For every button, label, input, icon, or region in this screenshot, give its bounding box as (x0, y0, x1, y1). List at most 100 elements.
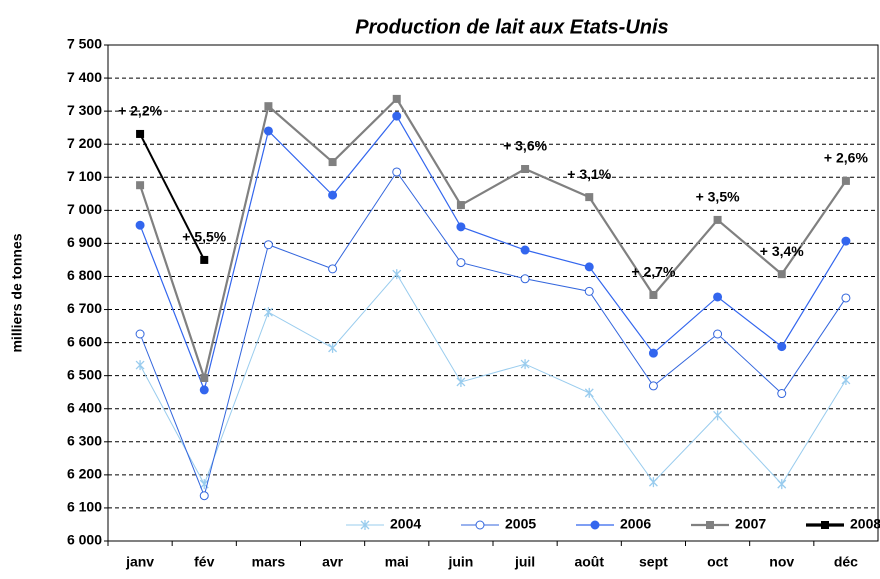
y-tick-label: 6 600 (67, 333, 102, 349)
marker (136, 181, 145, 190)
marker (649, 290, 658, 299)
marker (263, 126, 273, 136)
y-axis-label: milliers de tonnes (9, 233, 25, 352)
y-tick-label: 6 100 (67, 499, 102, 515)
marker (521, 165, 530, 173)
x-tick-label: juin (447, 554, 473, 570)
y-tick-label: 6 300 (67, 433, 102, 449)
y-tick-label: 6 000 (67, 532, 102, 548)
x-tick-label: mai (385, 554, 409, 570)
marker (200, 373, 209, 382)
series-line (139, 273, 847, 486)
x-tick-label: nov (769, 554, 794, 570)
y-tick-label: 6 200 (67, 466, 102, 482)
marker (648, 381, 658, 391)
legend-label: 2007 (735, 516, 766, 532)
y-tick-label: 6 900 (67, 234, 102, 250)
marker (841, 374, 851, 385)
plot-border (107, 44, 879, 542)
y-tick-label: 6 500 (67, 366, 102, 382)
marker (713, 292, 723, 302)
legend-label: 2005 (505, 516, 536, 532)
series-line (139, 97, 847, 383)
marker (777, 389, 787, 399)
y-tick-label: 6 700 (67, 300, 102, 316)
marker (392, 94, 401, 103)
marker (584, 387, 594, 398)
marker (841, 176, 850, 185)
x-tick-label: déc (834, 554, 858, 570)
marker (585, 193, 594, 202)
marker (200, 255, 209, 264)
marker (328, 190, 338, 200)
x-tick-label: sept (639, 554, 668, 570)
marker (777, 342, 787, 352)
x-tick-label: août (574, 554, 604, 570)
marker (777, 479, 787, 490)
series-line (139, 115, 847, 392)
marker (263, 240, 273, 250)
marker (263, 307, 273, 318)
annotation: + 2,2% (118, 103, 163, 119)
marker (264, 102, 273, 111)
legend-label: 2006 (620, 516, 651, 532)
series-line (139, 171, 847, 498)
annotation: + 3,6% (503, 138, 548, 154)
annotation: + 3,1% (567, 166, 612, 182)
marker (520, 274, 530, 284)
marker (590, 520, 600, 530)
y-tick-label: 6 400 (67, 399, 102, 415)
marker (456, 222, 466, 232)
annotation: + 2,7% (631, 264, 676, 280)
y-tick-label: 7 200 (67, 135, 102, 151)
legend-label: 2004 (390, 516, 421, 532)
y-tick-label: 6 800 (67, 267, 102, 283)
marker (713, 215, 722, 224)
marker (328, 264, 338, 274)
annotation: + 3,5% (696, 189, 741, 205)
marker (136, 129, 145, 138)
x-tick-label: avr (322, 554, 344, 570)
marker (520, 359, 530, 370)
annotation: + 3,4% (760, 243, 805, 259)
marker (360, 520, 370, 530)
annotation: + 5,5% (182, 229, 227, 245)
legend: 2004 2005 2006 2007 2008 (336, 512, 880, 538)
marker (135, 329, 145, 339)
marker (135, 360, 145, 371)
marker (135, 220, 145, 230)
y-tick-label: 7 400 (67, 69, 102, 85)
marker (713, 329, 723, 339)
marker (456, 258, 466, 268)
marker (713, 410, 723, 421)
legend-label: 2008 (850, 516, 880, 532)
marker (392, 111, 402, 121)
y-tick-label: 7 100 (67, 168, 102, 184)
chart-title: Production de lait aux Etats-Unis (355, 16, 668, 38)
marker (328, 158, 337, 167)
annotation: + 2,6% (824, 150, 869, 166)
marker (199, 491, 209, 501)
marker (328, 342, 338, 353)
marker (841, 236, 851, 246)
x-tick-label: fév (194, 554, 214, 570)
marker (648, 348, 658, 358)
marker (777, 270, 786, 279)
y-tick-label: 7 000 (67, 201, 102, 217)
x-tick-label: janv (125, 554, 154, 570)
x-tick-label: mars (252, 554, 286, 570)
marker (456, 376, 466, 387)
series-line (139, 133, 206, 261)
x-tick-label: juil (514, 554, 535, 570)
marker (475, 520, 485, 530)
marker (392, 269, 402, 280)
marker (520, 245, 530, 255)
marker (456, 201, 465, 210)
marker (199, 385, 209, 395)
marker (648, 477, 658, 488)
marker (584, 286, 594, 296)
marker (584, 262, 594, 272)
marker (821, 521, 829, 529)
marker (392, 167, 402, 177)
